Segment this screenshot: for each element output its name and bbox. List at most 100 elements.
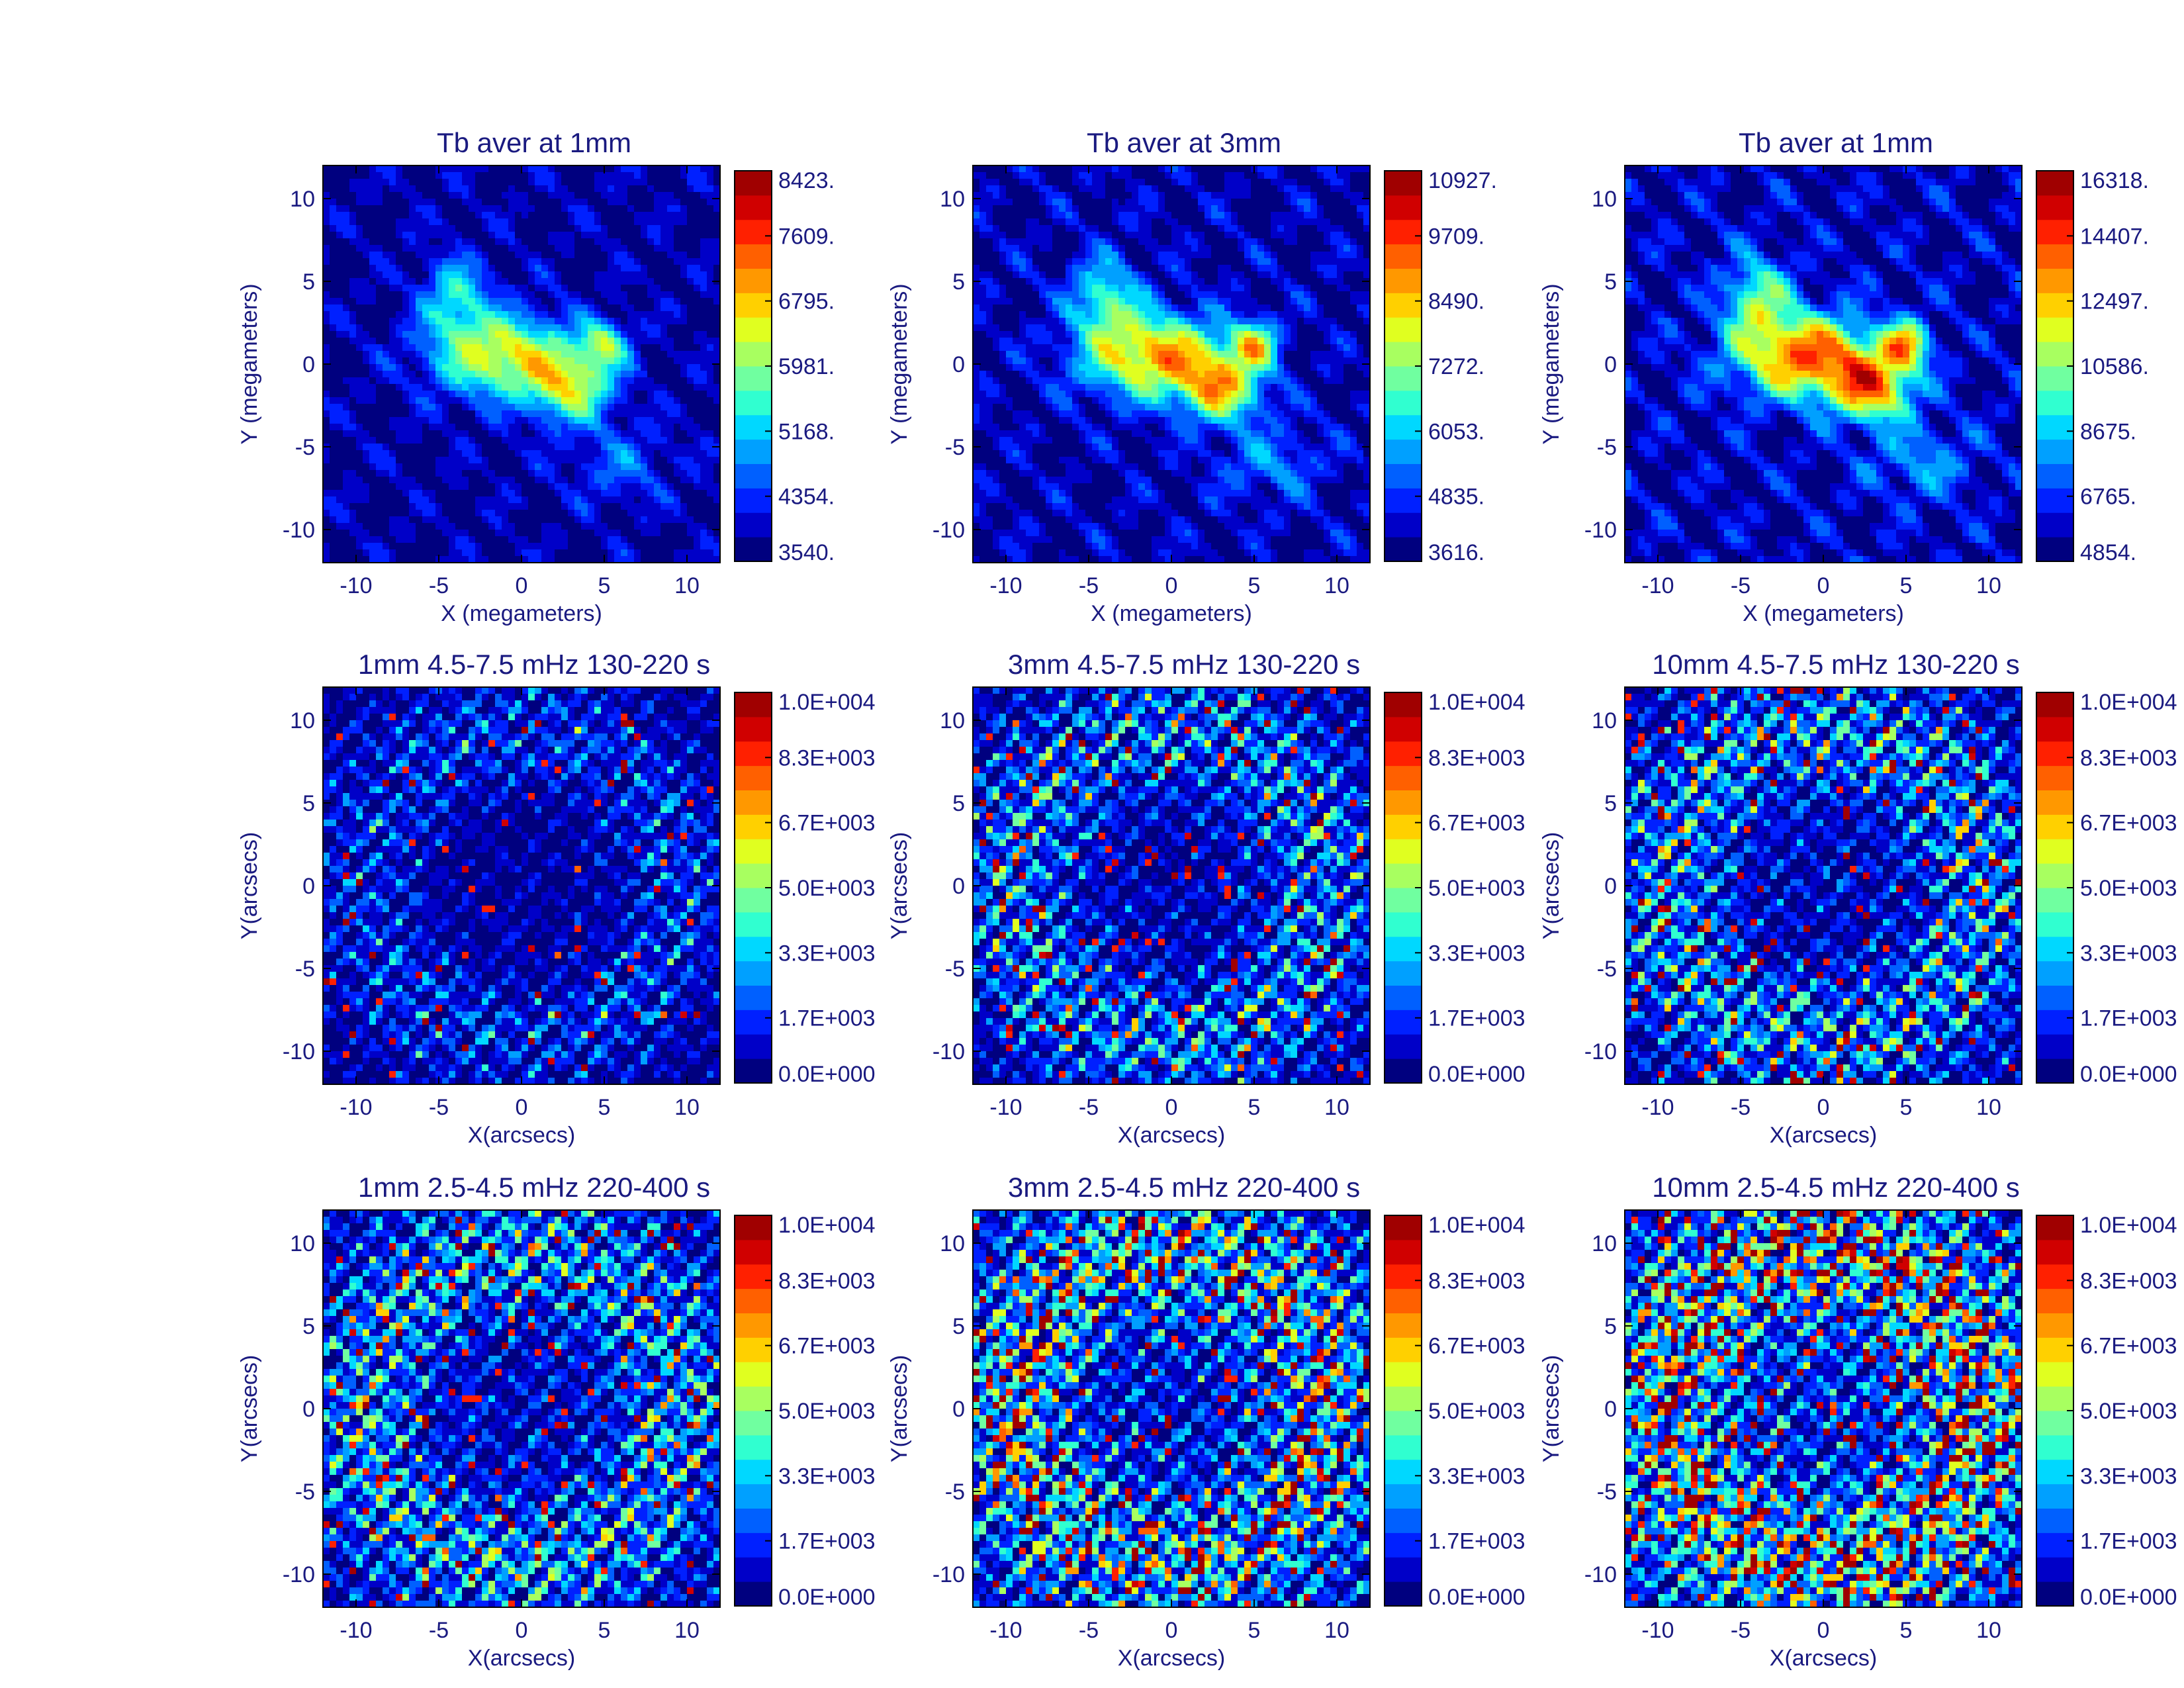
heatmap-cell — [1171, 165, 1179, 173]
heatmap-cell — [495, 265, 502, 272]
heatmap-cell — [1343, 212, 1351, 219]
heatmap-cell — [608, 232, 615, 239]
heatmap-cell — [1337, 278, 1344, 285]
heatmap-cell — [1138, 225, 1146, 232]
heatmap-cell — [502, 185, 509, 193]
heatmap-cell — [561, 212, 569, 219]
heatmap-cell — [654, 377, 661, 385]
heatmap-cell — [621, 165, 628, 173]
heatmap-cell — [343, 179, 350, 186]
heatmap-cell — [993, 205, 1000, 212]
heatmap-cell — [416, 225, 423, 232]
heatmap-cell — [541, 265, 549, 272]
heatmap-cell — [389, 225, 396, 232]
heatmap-cell — [349, 424, 357, 431]
heatmap-cell — [680, 218, 688, 226]
heatmap-cell — [462, 218, 469, 226]
heatmap-cell — [475, 212, 482, 219]
heatmap-cell — [356, 424, 363, 431]
heatmap-cell — [608, 265, 615, 272]
heatmap-cell — [568, 424, 575, 431]
heatmap-cell — [482, 364, 489, 371]
heatmap-cell — [641, 424, 648, 431]
heatmap-cell — [1317, 278, 1324, 285]
heatmap-cell — [402, 311, 410, 318]
heatmap-cell — [535, 549, 542, 557]
heatmap-cell — [1072, 192, 1079, 199]
heatmap-cell — [660, 165, 668, 173]
heatmap-cell — [581, 371, 588, 378]
heatmap-cell — [1013, 218, 1020, 226]
heatmap-cell — [674, 530, 681, 537]
heatmap-cell — [363, 185, 370, 193]
heatmap-cell — [621, 192, 628, 199]
heatmap-cell — [973, 258, 980, 265]
heatmap-cell — [402, 351, 410, 358]
heatmap-cell — [1350, 305, 1357, 312]
heatmap-cell — [323, 510, 330, 517]
heatmap-cell — [1350, 192, 1357, 199]
heatmap-cell — [700, 192, 707, 199]
heatmap-cell — [522, 338, 529, 345]
heatmap-cell — [469, 192, 476, 199]
heatmap-cell — [561, 305, 569, 312]
heatmap-cell — [660, 523, 668, 530]
heatmap-cell — [641, 305, 648, 312]
heatmap-cell — [522, 404, 529, 411]
heatmap-cell — [343, 172, 350, 179]
heatmap-cell — [1039, 179, 1046, 186]
heatmap-cell — [700, 225, 707, 232]
heatmap-cell — [502, 298, 509, 305]
heatmap-cell — [402, 384, 410, 391]
heatmap-cell — [488, 285, 496, 292]
heatmap-cell — [594, 205, 602, 212]
heatmap-cell — [502, 391, 509, 398]
heatmap-cell — [1205, 265, 1212, 272]
heatmap-cell — [495, 483, 502, 491]
heatmap-cell — [508, 305, 516, 312]
heatmap-cell — [1013, 265, 1020, 272]
heatmap-cell — [1330, 298, 1338, 305]
heatmap-cell — [442, 404, 449, 411]
heatmap-cell — [369, 278, 377, 285]
heatmap-cell — [660, 364, 668, 371]
heatmap-cell — [363, 305, 370, 312]
heatmap-cell — [1257, 172, 1265, 179]
heatmap-cell — [1244, 298, 1251, 305]
heatmap-cell — [323, 245, 330, 252]
heatmap-cell — [462, 430, 469, 438]
heatmap-cell — [1092, 285, 1099, 292]
heatmap-cell — [680, 324, 688, 332]
heatmap-cell — [601, 417, 608, 424]
heatmap-cell — [1092, 238, 1099, 246]
heatmap-cell — [634, 305, 641, 312]
heatmap-cell — [429, 258, 436, 265]
heatmap-cell — [654, 404, 661, 411]
heatmap-cell — [1118, 179, 1126, 186]
heatmap-cell — [548, 265, 555, 272]
heatmap-cell — [660, 490, 668, 497]
heatmap-cell — [601, 371, 608, 378]
heatmap-cell — [687, 523, 694, 530]
heatmap-cell — [383, 278, 390, 285]
heatmap-cell — [515, 311, 522, 318]
heatmap-cell — [1218, 192, 1225, 199]
heatmap-cell — [449, 536, 456, 543]
heatmap-cell — [1257, 192, 1265, 199]
heatmap-cell — [601, 218, 608, 226]
heatmap-cell — [469, 172, 476, 179]
heatmap-cell — [1026, 271, 1033, 279]
heatmap-cell — [1211, 271, 1218, 279]
heatmap-cell — [674, 410, 681, 418]
heatmap-cell — [330, 371, 337, 378]
heatmap-cell — [647, 450, 655, 457]
heatmap-cell — [442, 543, 449, 550]
heatmap-cell — [462, 192, 469, 199]
heatmap-cell — [323, 311, 330, 318]
heatmap-cell — [574, 410, 582, 418]
heatmap-cell — [555, 549, 562, 557]
heatmap-cell — [1224, 179, 1232, 186]
heatmap-cell — [409, 437, 416, 444]
heatmap-cell — [356, 271, 363, 279]
heatmap-cell — [376, 410, 383, 418]
